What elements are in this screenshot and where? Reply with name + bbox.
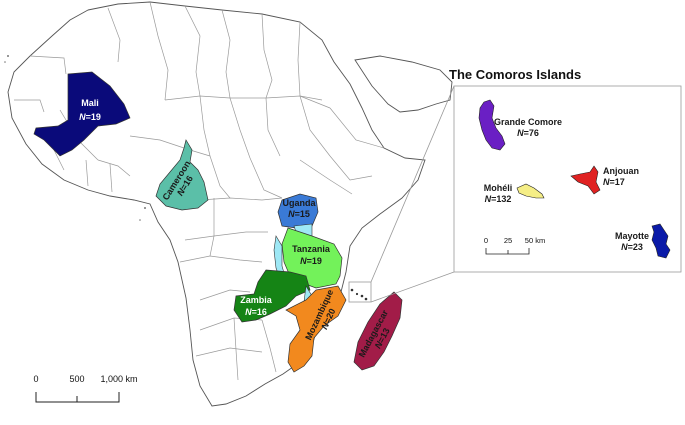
arabia-landmass: [354, 55, 453, 113]
label-uganda-n: N=15: [288, 209, 310, 219]
label-anjouan-n: N=17: [603, 177, 625, 187]
scale-tick-500: 500: [69, 374, 84, 384]
country-madagascar[interactable]: [353, 291, 403, 371]
island-dot: [7, 55, 9, 57]
island-moheli[interactable]: [516, 183, 545, 199]
comoros-inset: The Comoros Islands Grande Comore N=76 A…: [449, 67, 682, 273]
comoros-locator: [348, 85, 455, 303]
island-dot: [4, 61, 6, 63]
label-mayotte-name: Mayotte: [615, 231, 649, 241]
label-mali-name: Mali: [81, 98, 99, 108]
country-borders: [14, 1, 385, 381]
label-grande-comore-name: Grande Comore: [494, 117, 562, 127]
label-tanzania-name: Tanzania: [292, 244, 331, 254]
label-tanzania-n: N=19: [300, 256, 322, 266]
inset-scale-tick-50: 50 km: [525, 236, 545, 245]
country-mozambique[interactable]: [285, 285, 347, 373]
label-grande-comore-n: N=76: [517, 128, 539, 138]
island-dot: [139, 219, 141, 221]
island-mayotte[interactable]: [651, 223, 671, 259]
inset-scale-tick-25: 25: [504, 236, 512, 245]
scale-tick-1000: 1,000 km: [100, 374, 137, 384]
label-zambia-name: Zambia: [240, 295, 273, 305]
inset-scale-tick-0: 0: [484, 236, 488, 245]
scale-line: [35, 392, 120, 403]
inset-scale-line: [485, 248, 530, 255]
label-anjouan-name: Anjouan: [603, 166, 639, 176]
comoros-locator-box: [348, 281, 372, 303]
label-moheli-name: Mohéli: [484, 183, 513, 193]
label-uganda-name: Uganda: [282, 198, 316, 208]
country-tanzania[interactable]: [281, 227, 343, 289]
country-zambia[interactable]: [233, 269, 311, 323]
country-mali[interactable]: [33, 71, 131, 157]
leader-line-top: [370, 85, 455, 283]
label-zambia-n: N=16: [245, 307, 267, 317]
country-cameroon[interactable]: [155, 139, 209, 211]
scale-tick-0: 0: [33, 374, 38, 384]
inset-scale-bar: 0 25 50 km: [484, 236, 545, 255]
label-mali-n: N=19: [79, 112, 101, 122]
leader-line-bottom: [370, 271, 455, 303]
inset-title: The Comoros Islands: [449, 67, 581, 82]
island-dot: [144, 207, 146, 209]
island-grande-comore[interactable]: [478, 99, 506, 151]
main-scale-bar: 0 500 1,000 km: [33, 374, 138, 403]
label-mayotte-n: N=23: [621, 242, 643, 252]
island-anjouan[interactable]: [570, 165, 601, 195]
label-moheli-n: N=132: [485, 194, 512, 204]
